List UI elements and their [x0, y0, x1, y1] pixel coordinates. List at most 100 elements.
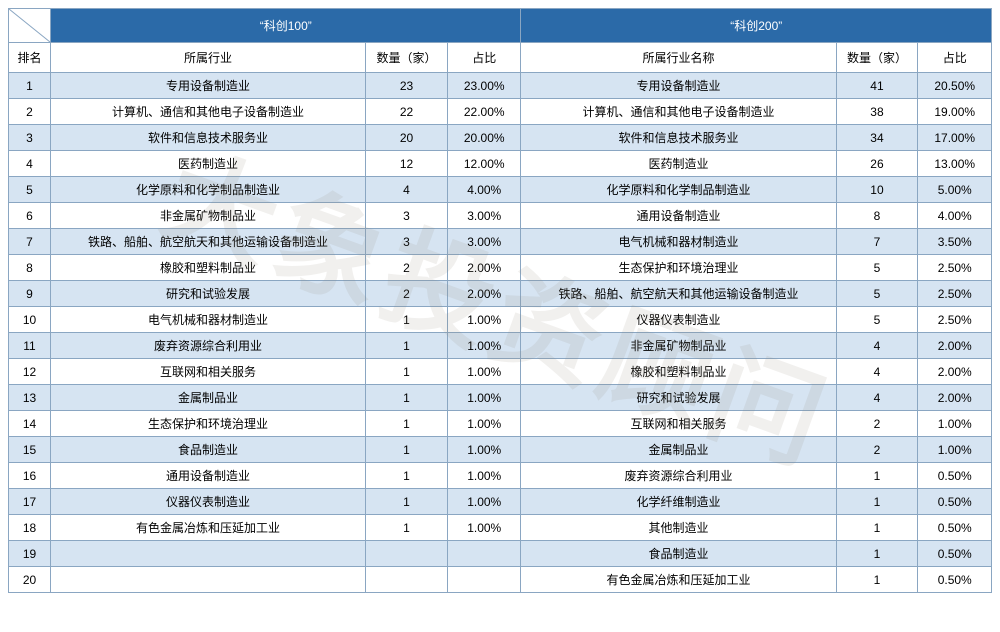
table-row: 1专用设备制造业2323.00%专用设备制造业4120.50%: [9, 73, 992, 99]
cell-q2: 8: [836, 203, 918, 229]
cell-q2: 26: [836, 151, 918, 177]
cell-p1: 3.00%: [447, 203, 521, 229]
cell-q2: 4: [836, 385, 918, 411]
cell-q2: 38: [836, 99, 918, 125]
cell-ind2: 食品制造业: [521, 541, 836, 567]
cell-ind1: [51, 541, 366, 567]
cell-ind2: 计算机、通信和其他电子设备制造业: [521, 99, 836, 125]
cell-rank: 13: [9, 385, 51, 411]
cell-q1: [366, 541, 448, 567]
cell-q2: 2: [836, 411, 918, 437]
cell-q2: 5: [836, 255, 918, 281]
cell-ind1: [51, 567, 366, 593]
cell-p1: [447, 541, 521, 567]
cell-p2: 2.00%: [918, 385, 992, 411]
col-pct-1: 占比: [447, 43, 521, 73]
cell-q1: 1: [366, 463, 448, 489]
cell-ind1: 仪器仪表制造业: [51, 489, 366, 515]
cell-ind2: 橡胶和塑料制品业: [521, 359, 836, 385]
table-row: 10电气机械和器材制造业11.00%仪器仪表制造业52.50%: [9, 307, 992, 333]
cell-p1: 2.00%: [447, 255, 521, 281]
group-header-1: “科创100”: [51, 9, 521, 43]
table-body: 1专用设备制造业2323.00%专用设备制造业4120.50%2计算机、通信和其…: [9, 73, 992, 593]
cell-q1: 1: [366, 437, 448, 463]
cell-ind2: 其他制造业: [521, 515, 836, 541]
cell-q1: 12: [366, 151, 448, 177]
cell-rank: 15: [9, 437, 51, 463]
cell-ind1: 互联网和相关服务: [51, 359, 366, 385]
table-row: 17仪器仪表制造业11.00%化学纤维制造业10.50%: [9, 489, 992, 515]
cell-p2: 0.50%: [918, 541, 992, 567]
cell-q2: 7: [836, 229, 918, 255]
table-row: 15食品制造业11.00%金属制品业21.00%: [9, 437, 992, 463]
col-rank: 排名: [9, 43, 51, 73]
cell-p2: 2.50%: [918, 255, 992, 281]
cell-ind1: 软件和信息技术服务业: [51, 125, 366, 151]
cell-q2: 10: [836, 177, 918, 203]
cell-ind2: 化学纤维制造业: [521, 489, 836, 515]
cell-q1: 2: [366, 255, 448, 281]
table-row: 16通用设备制造业11.00%废弃资源综合利用业10.50%: [9, 463, 992, 489]
table-row: 11废弃资源综合利用业11.00%非金属矿物制品业42.00%: [9, 333, 992, 359]
cell-p2: 0.50%: [918, 489, 992, 515]
col-industry-1: 所属行业: [51, 43, 366, 73]
cell-rank: 11: [9, 333, 51, 359]
cell-rank: 7: [9, 229, 51, 255]
corner-cell: [9, 9, 51, 43]
table-row: 3软件和信息技术服务业2020.00%软件和信息技术服务业3417.00%: [9, 125, 992, 151]
col-qty-2: 数量（家）: [836, 43, 918, 73]
cell-ind2: 化学原料和化学制品制造业: [521, 177, 836, 203]
table-row: 12互联网和相关服务11.00%橡胶和塑料制品业42.00%: [9, 359, 992, 385]
cell-ind1: 有色金属冶炼和压延加工业: [51, 515, 366, 541]
cell-p1: 1.00%: [447, 359, 521, 385]
cell-rank: 1: [9, 73, 51, 99]
cell-q1: 22: [366, 99, 448, 125]
cell-p2: 20.50%: [918, 73, 992, 99]
cell-p2: 5.00%: [918, 177, 992, 203]
cell-rank: 20: [9, 567, 51, 593]
cell-ind1: 研究和试验发展: [51, 281, 366, 307]
cell-p2: 3.50%: [918, 229, 992, 255]
cell-q1: 1: [366, 307, 448, 333]
cell-p2: 1.00%: [918, 411, 992, 437]
cell-ind1: 通用设备制造业: [51, 463, 366, 489]
cell-q2: 1: [836, 489, 918, 515]
cell-ind2: 金属制品业: [521, 437, 836, 463]
cell-ind1: 废弃资源综合利用业: [51, 333, 366, 359]
cell-p1: 12.00%: [447, 151, 521, 177]
group-header-2: “科创200”: [521, 9, 992, 43]
cell-p2: 19.00%: [918, 99, 992, 125]
cell-p2: 0.50%: [918, 567, 992, 593]
cell-ind1: 专用设备制造业: [51, 73, 366, 99]
cell-p2: 4.00%: [918, 203, 992, 229]
cell-q2: 41: [836, 73, 918, 99]
cell-ind2: 电气机械和器材制造业: [521, 229, 836, 255]
cell-p2: 13.00%: [918, 151, 992, 177]
cell-q2: 5: [836, 281, 918, 307]
cell-ind2: 有色金属冶炼和压延加工业: [521, 567, 836, 593]
table-row: 7铁路、船舶、航空航天和其他运输设备制造业33.00%电气机械和器材制造业73.…: [9, 229, 992, 255]
cell-q2: 2: [836, 437, 918, 463]
cell-ind2: 铁路、船舶、航空航天和其他运输设备制造业: [521, 281, 836, 307]
cell-p1: 1.00%: [447, 489, 521, 515]
table-row: 19食品制造业10.50%: [9, 541, 992, 567]
table-row: 4医药制造业1212.00%医药制造业2613.00%: [9, 151, 992, 177]
cell-q2: 4: [836, 333, 918, 359]
cell-rank: 5: [9, 177, 51, 203]
col-pct-2: 占比: [918, 43, 992, 73]
cell-rank: 17: [9, 489, 51, 515]
cell-p2: 2.00%: [918, 359, 992, 385]
cell-p1: 1.00%: [447, 463, 521, 489]
cell-p1: 2.00%: [447, 281, 521, 307]
industry-table: “科创100”“科创200”排名所属行业数量（家）占比所属行业名称数量（家）占比…: [8, 8, 992, 593]
cell-p2: 2.00%: [918, 333, 992, 359]
cell-ind1: 食品制造业: [51, 437, 366, 463]
cell-p1: 20.00%: [447, 125, 521, 151]
cell-q1: 1: [366, 515, 448, 541]
table-row: 20有色金属冶炼和压延加工业10.50%: [9, 567, 992, 593]
cell-p1: 1.00%: [447, 385, 521, 411]
cell-q2: 1: [836, 541, 918, 567]
cell-p1: 23.00%: [447, 73, 521, 99]
cell-rank: 12: [9, 359, 51, 385]
cell-p1: 22.00%: [447, 99, 521, 125]
